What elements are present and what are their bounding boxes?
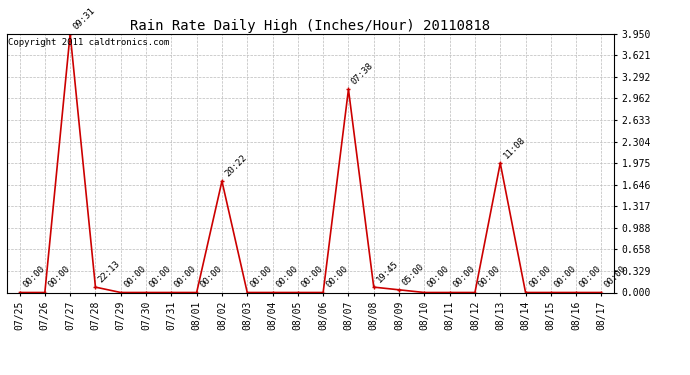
Text: 00:00: 00:00: [426, 264, 451, 290]
Text: 05:00: 05:00: [400, 262, 426, 287]
Text: 00:00: 00:00: [198, 264, 224, 290]
Text: 00:00: 00:00: [324, 264, 350, 290]
Text: 07:38: 07:38: [350, 61, 375, 87]
Text: 09:31: 09:31: [72, 6, 97, 31]
Text: 00:00: 00:00: [578, 264, 603, 290]
Text: 00:00: 00:00: [248, 264, 274, 290]
Text: 00:00: 00:00: [603, 264, 628, 290]
Text: 20:22: 20:22: [224, 153, 248, 178]
Text: 00:00: 00:00: [527, 264, 552, 290]
Text: 00:00: 00:00: [552, 264, 578, 290]
Text: 19:45: 19:45: [375, 259, 400, 284]
Text: 00:00: 00:00: [21, 264, 46, 290]
Text: 00:00: 00:00: [476, 264, 502, 290]
Text: 00:00: 00:00: [299, 264, 324, 290]
Text: 00:00: 00:00: [46, 264, 72, 290]
Text: 00:00: 00:00: [148, 264, 172, 290]
Text: 00:00: 00:00: [122, 264, 148, 290]
Text: 22:13: 22:13: [97, 259, 122, 284]
Text: 00:00: 00:00: [172, 264, 198, 290]
Title: Rain Rate Daily High (Inches/Hour) 20110818: Rain Rate Daily High (Inches/Hour) 20110…: [130, 19, 491, 33]
Text: 11:08: 11:08: [502, 135, 527, 160]
Text: 00:00: 00:00: [274, 264, 299, 290]
Text: Copyright 2011 caldtronics.com: Copyright 2011 caldtronics.com: [8, 38, 169, 46]
Text: 00:00: 00:00: [451, 264, 476, 290]
